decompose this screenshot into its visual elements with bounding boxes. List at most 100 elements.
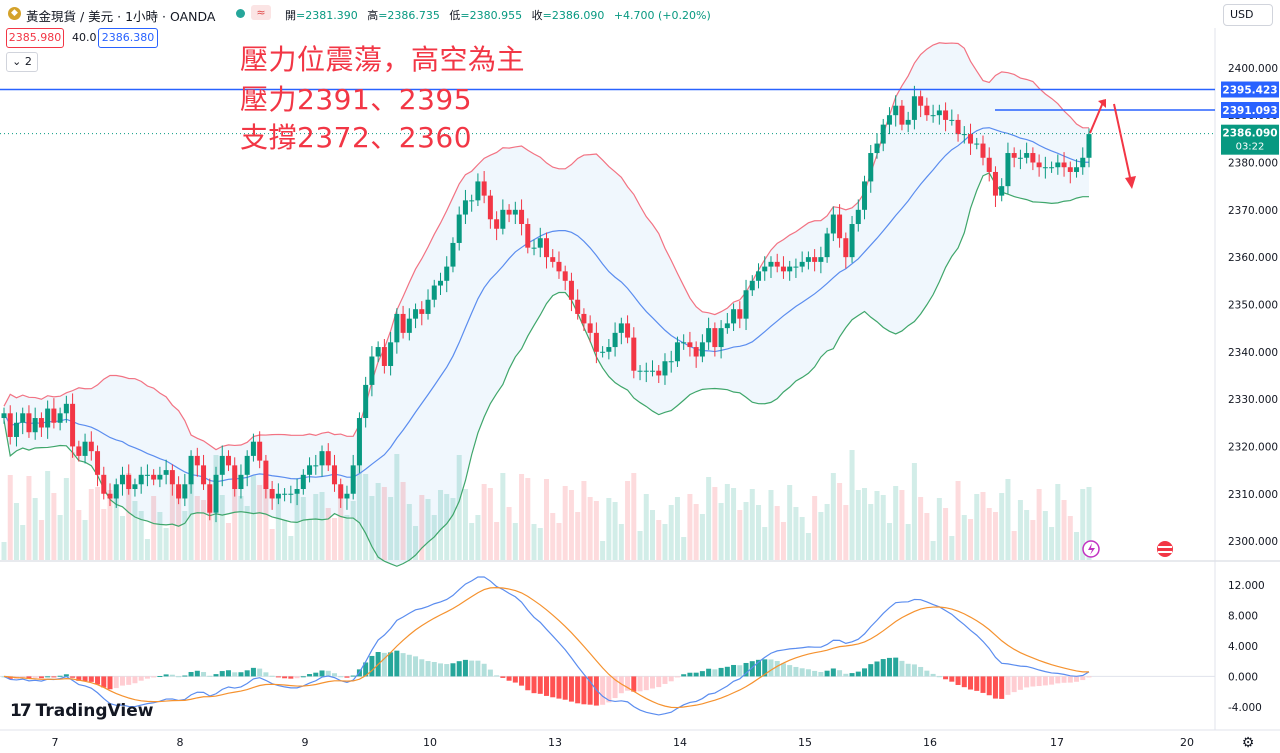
volume-bar [874,491,880,560]
volume-bar [519,474,525,560]
volume-bar [587,497,593,560]
currency-select[interactable]: USD [1223,4,1273,26]
candle-body [119,474,125,485]
candle-body [176,484,182,499]
down-arrow-head [1125,176,1136,189]
wave-icon[interactable]: ≈ [251,5,271,20]
sell-button[interactable]: 2385.980 [6,28,64,48]
volume-bar [911,463,917,560]
candle-body [799,261,805,267]
macd-histogram-bar [319,670,325,677]
tradingview-logo[interactable]: 17 TradingView [10,701,153,721]
gear-icon[interactable]: ⚙ [1241,735,1255,751]
volume-bar [344,515,350,560]
candle-body [787,266,793,272]
volume-bar [244,506,250,560]
time-tick-label: 9 [302,736,309,749]
macd-histogram-bar [724,666,730,677]
candle-body [812,257,818,262]
volume-bar [1011,531,1017,560]
volume-bar [350,501,356,560]
volume-bar [1,542,7,560]
volume-bar [288,536,294,560]
volume-bar [556,523,562,560]
high-value: =2386.735 [378,9,440,22]
volume-bar [400,482,406,560]
candle-body [706,328,712,343]
volume-bar [837,483,843,560]
volume-bar [257,485,263,560]
volume-bar [843,505,849,560]
volume-bar [961,515,967,560]
candle-body [656,370,662,376]
candle-body [294,489,300,494]
volume-bar [475,515,481,560]
volume-bar [132,501,138,560]
macd-histogram-bar [7,676,13,679]
macd-histogram-bar [413,656,419,677]
candle-body [138,474,144,485]
price-level-tag [1221,81,1279,98]
bollinger-lower-line [3,172,1089,567]
macd-histogram-bar [506,676,512,681]
macd-histogram-bar [400,653,406,677]
macd-histogram-bar [600,676,606,705]
macd-histogram-bar [886,657,892,677]
macd-histogram-bar [756,659,762,677]
buy-button[interactable]: 2386.380 [98,28,158,48]
candle-body [219,455,225,475]
candle-body [637,370,643,372]
macd-histogram-bar [45,676,51,678]
symbol-title[interactable]: 黃金現貨 / 美元 · 1小時 · OANDA [26,9,216,24]
volume-bar [743,502,749,560]
us-flag-stripe [1158,551,1172,553]
candle-body [575,299,581,314]
candle-body [363,384,369,419]
macd-histogram-bar [531,676,537,694]
indicators-toggle-button[interactable]: ⌄ 2 [6,52,38,72]
macd-histogram-bar [693,672,699,677]
volume-bar [375,483,381,560]
macd-histogram-bar [95,676,101,685]
candle-body [1074,167,1080,172]
candle-body [1024,153,1030,158]
volume-bar [506,507,512,560]
candle-body [699,342,705,357]
macd-histogram-bar [1024,676,1030,688]
candle-body [643,370,649,372]
volume-bar [1036,489,1042,560]
candle-body [905,119,911,125]
macd-histogram-bar [76,676,82,681]
macd-histogram-bar [793,666,799,677]
volume-bar [905,524,911,560]
volume-bar [20,525,26,560]
volume-bar [562,486,568,560]
candle-body [45,408,51,428]
candle-body [980,143,986,158]
macd-histogram-bar [1030,676,1036,687]
macd-histogram-bar [1067,676,1073,683]
candle-body [1005,153,1011,187]
candle-body [1086,134,1092,158]
volume-bar [269,529,275,560]
candle-body [606,347,612,352]
macd-histogram-bar [718,667,724,677]
volume-bar [294,493,300,560]
market-status-icon[interactable] [236,9,245,18]
macd-histogram-bar [500,676,506,678]
volume-bar [406,504,412,560]
candle-body [955,119,961,135]
macd-histogram-bar [437,663,443,677]
volume-bar [82,520,88,560]
macd-histogram-bar [568,676,574,702]
volume-bar [674,497,680,560]
volume-bar [494,522,500,560]
candle-body [70,403,76,447]
volume-bar [774,506,780,560]
volume-bar [581,481,587,560]
candle-body [843,238,849,258]
volume-bar [568,490,574,560]
macd-histogram-bar [556,676,562,699]
candle-body [82,441,88,456]
